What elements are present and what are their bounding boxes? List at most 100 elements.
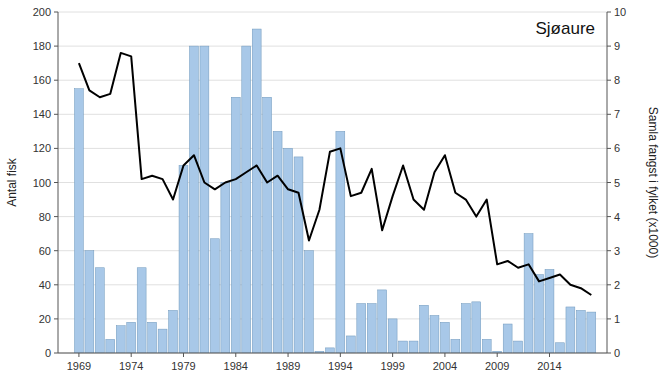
bar: [137, 268, 146, 353]
grid-line: [58, 216, 607, 217]
y2-tick: [607, 12, 611, 13]
bar: [148, 322, 157, 353]
bar: [576, 310, 585, 353]
x-tick-label: 1984: [224, 360, 248, 372]
bar: [430, 315, 439, 353]
y-tick: [54, 250, 58, 251]
bar: [252, 29, 261, 353]
y2-tick: [607, 148, 611, 149]
y-tick-label: 0: [45, 347, 51, 359]
grid-line: [58, 182, 607, 183]
chart: 1969197419791984198919941999200420092014…: [0, 0, 669, 387]
grid-line: [58, 12, 607, 13]
y2-tick-label: 9: [614, 40, 620, 52]
bar: [409, 341, 418, 353]
bar: [221, 183, 230, 354]
bar: [587, 312, 596, 353]
y-tick: [54, 80, 58, 81]
grid-line: [58, 80, 607, 81]
y-tick: [54, 148, 58, 149]
y-tick: [54, 182, 58, 183]
bar: [158, 329, 167, 353]
x-tick: [78, 353, 79, 357]
y2-tick: [607, 353, 611, 354]
y-axis-label: Antal fisk: [5, 157, 19, 207]
y-tick: [54, 114, 58, 115]
y2-tick: [607, 318, 611, 319]
bar: [74, 89, 83, 353]
bar: [451, 339, 460, 353]
y-tick-label: 40: [39, 279, 51, 291]
y-tick-label: 60: [39, 245, 51, 257]
x-tick-label: 2014: [537, 360, 561, 372]
y2-tick-label: 8: [614, 74, 620, 86]
x-axis-line: [58, 353, 607, 354]
bar: [461, 304, 470, 353]
ticks: 1969197419791984198919941999200420092014…: [33, 6, 627, 372]
bar: [127, 322, 136, 353]
y-tick-label: 200: [33, 6, 51, 18]
y2-tick: [607, 46, 611, 47]
marks: [74, 29, 595, 353]
bar: [116, 326, 125, 353]
x-tick: [340, 353, 341, 357]
bar: [189, 46, 198, 353]
bar: [555, 343, 564, 353]
bar: [346, 336, 355, 353]
x-tick: [288, 353, 289, 357]
bar: [294, 157, 303, 353]
bar: [367, 304, 376, 353]
bar: [545, 269, 554, 353]
y2-tick: [607, 182, 611, 183]
bar: [524, 234, 533, 353]
bar: [503, 324, 512, 353]
bar: [85, 251, 94, 353]
y-tick: [54, 46, 58, 47]
grid-line: [58, 353, 607, 354]
x-tick-label: 1979: [171, 360, 195, 372]
x-tick: [131, 353, 132, 357]
x-tick-label: 2009: [485, 360, 509, 372]
bar: [514, 341, 523, 353]
y-tick-label: 140: [33, 108, 51, 120]
x-tick: [497, 353, 498, 357]
y2-tick-label: 6: [614, 142, 620, 154]
y-tick-label: 120: [33, 142, 51, 154]
y2-tick: [607, 114, 611, 115]
y2-tick-label: 2: [614, 279, 620, 291]
y-tick-label: 20: [39, 313, 51, 325]
line: [79, 53, 591, 295]
y2-tick-label: 3: [614, 245, 620, 257]
x-tick-label: 1999: [380, 360, 404, 372]
bar-series: [74, 29, 595, 353]
y2-axis-label: Samla fangst i fylket (x1000): [646, 107, 660, 258]
y-tick: [54, 284, 58, 285]
y-tick-label: 80: [39, 211, 51, 223]
y-tick-label: 180: [33, 40, 51, 52]
y-tick: [54, 12, 58, 13]
y2-tick-label: 10: [614, 6, 626, 18]
y-tick-label: 100: [33, 177, 51, 189]
grid-line: [58, 114, 607, 115]
bar: [179, 165, 188, 353]
x-tick: [183, 353, 184, 357]
bar: [95, 268, 104, 353]
y-tick: [54, 353, 58, 354]
y2-tick-label: 0: [614, 347, 620, 359]
y2-tick-label: 5: [614, 177, 620, 189]
title: Sjøaure: [535, 19, 595, 38]
bar: [399, 341, 408, 353]
grid: [58, 12, 607, 353]
y-tick: [54, 318, 58, 319]
bar: [231, 97, 240, 353]
x-tick: [392, 353, 393, 357]
y2-tick-label: 1: [614, 313, 620, 325]
bar: [200, 46, 209, 353]
bar: [472, 302, 481, 353]
y-tick-label: 160: [33, 74, 51, 86]
grid-line: [58, 148, 607, 149]
bar: [273, 131, 282, 353]
bar: [357, 304, 366, 353]
x-tick-label: 1994: [328, 360, 352, 372]
bar: [284, 148, 293, 353]
